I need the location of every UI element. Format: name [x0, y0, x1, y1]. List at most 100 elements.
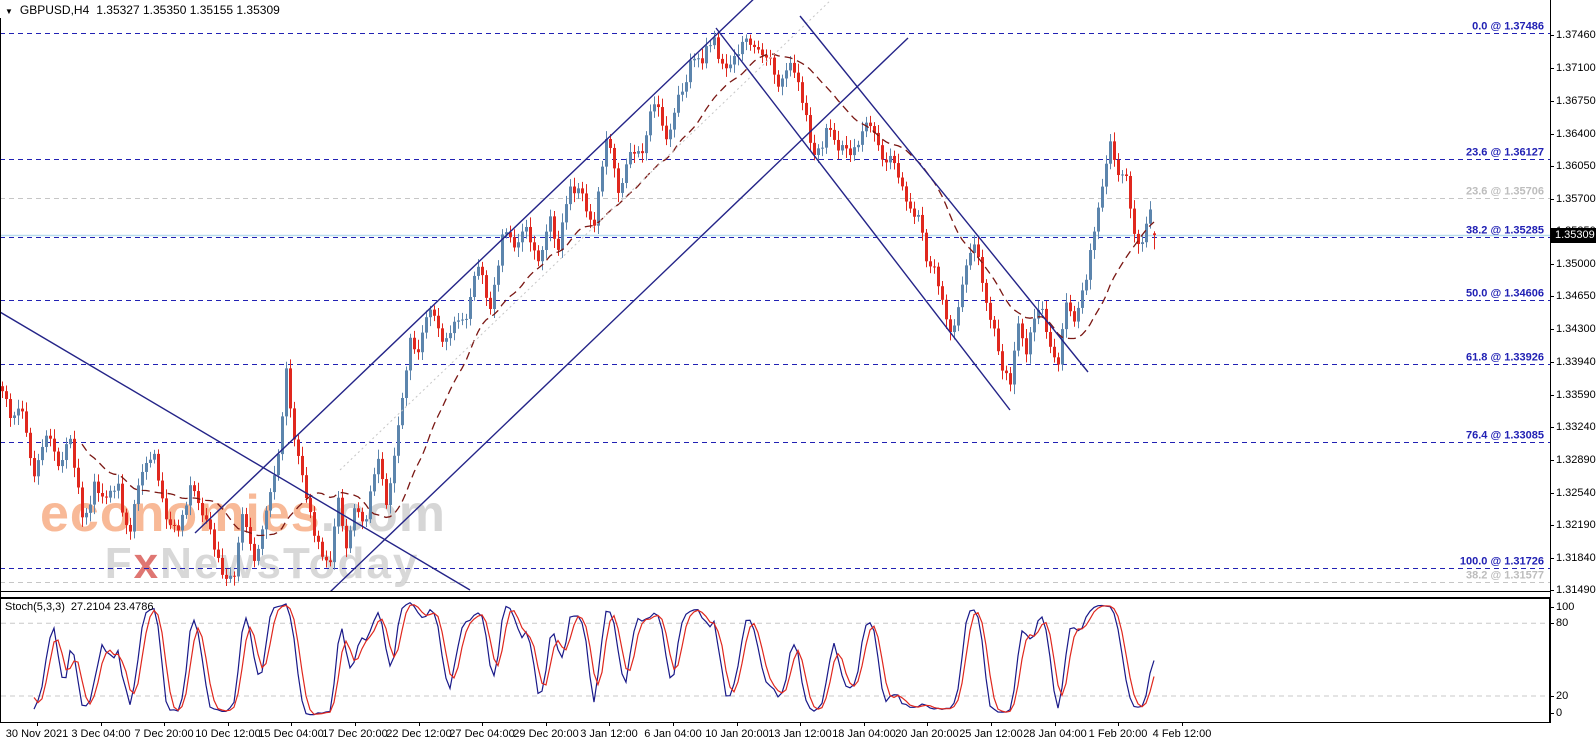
candle-body: [389, 483, 392, 505]
candle-body: [241, 514, 244, 543]
candle-body: [641, 151, 644, 154]
candle-body: [733, 56, 736, 65]
candle-body: [813, 142, 816, 155]
panel-resize-handle[interactable]: [0, 591, 1550, 598]
price-tick-mark: [1550, 101, 1554, 102]
price-tick-label: 1.31840: [1556, 552, 1596, 564]
time-tick-mark: [927, 723, 928, 726]
candle-body: [589, 211, 592, 220]
stoch-scale-label: 20: [1556, 690, 1569, 702]
candle-body: [817, 148, 820, 155]
candle-body: [929, 261, 932, 267]
candle-body: [85, 512, 88, 518]
candle-body: [889, 155, 892, 163]
chart-left-border: [0, 18, 1, 723]
candle-body: [957, 307, 960, 326]
candle-body: [509, 232, 512, 238]
candle-body: [993, 319, 996, 329]
stoch-tick-mark: [1550, 607, 1554, 608]
candle-body: [741, 41, 744, 55]
candle-body: [521, 231, 524, 243]
price-axis[interactable]: 1.35309 1.37460 1.37100 1.36750 1.36400 1.36…: [1550, 0, 1596, 727]
candle-body: [1077, 307, 1080, 322]
candle-body: [909, 201, 912, 209]
candle-body: [917, 214, 920, 217]
candle-body: [629, 151, 632, 165]
time-tick-mark: [101, 723, 102, 726]
time-tick-mark: [1118, 723, 1119, 726]
chart-title-bar: ▼ GBPUSD,H4 1.35327 1.35350 1.35155 1.35…: [5, 3, 280, 17]
fib-label-secondary: 38.2 @ 1.31577: [1466, 570, 1544, 582]
stoch-scale-label: 100: [1556, 601, 1575, 613]
candle-body: [205, 515, 208, 520]
candle-body: [417, 349, 420, 353]
candle-body: [541, 249, 544, 262]
moving-average-line: [81, 53, 1155, 537]
candle-body: [13, 415, 16, 418]
candle-body: [725, 63, 728, 69]
candle-body: [605, 138, 608, 167]
candle-body: [421, 332, 424, 353]
price-tick-label: 1.37460: [1556, 29, 1596, 41]
candle-body: [401, 397, 404, 426]
time-tick-mark: [737, 723, 738, 726]
time-tick-mark: [864, 723, 865, 726]
candle-body: [777, 74, 780, 87]
fib-label: 0.0 @ 1.37486: [1472, 21, 1544, 33]
candle-body: [381, 458, 384, 480]
candle-body: [1149, 209, 1152, 224]
price-axis-border: [1550, 0, 1551, 723]
candle-body: [937, 266, 940, 287]
candle-body: [757, 47, 760, 50]
candle-body: [269, 492, 272, 511]
candle-body: [21, 408, 24, 412]
candle-body: [45, 435, 48, 447]
price-tick-mark: [1550, 525, 1554, 526]
time-tick-mark: [991, 723, 992, 726]
price-tick-label: 1.33240: [1556, 421, 1596, 433]
stochastic-canvas[interactable]: [0, 598, 1550, 724]
candle-body: [165, 498, 168, 520]
candle-body: [1153, 233, 1156, 236]
candle-body: [301, 455, 304, 476]
candle-body: [437, 315, 440, 329]
candle-body: [125, 512, 128, 525]
candle-body: [153, 453, 156, 460]
candle-body: [213, 529, 216, 550]
candle-body: [1113, 141, 1116, 160]
candle-body: [501, 234, 504, 266]
candle-body: [765, 55, 768, 58]
price-tick-mark: [1550, 199, 1554, 200]
candle-body: [465, 318, 468, 320]
candle-body: [561, 222, 564, 250]
candle-body: [289, 368, 292, 409]
stoch-signal-line: [33, 604, 1155, 715]
candle-body: [621, 183, 624, 193]
trend-line-january-down-channel-left: [715, 27, 1011, 411]
candle-body: [1061, 329, 1064, 365]
candle-body: [529, 226, 532, 243]
price-chart-canvas[interactable]: 23.6 @ 1.35706 38.2 @ 1.31577 0.0 @ 1.3748…: [0, 0, 1550, 591]
time-tick-label: 18 Jan 04:00: [832, 728, 896, 740]
candle-body: [413, 337, 416, 350]
candle-body: [185, 505, 188, 515]
candle-body: [805, 102, 808, 116]
candle-body: [821, 147, 824, 149]
price-tick-label: 1.35700: [1556, 193, 1596, 205]
candle-body: [593, 219, 596, 226]
candle-body: [9, 399, 12, 418]
price-tick-label: 1.32190: [1556, 519, 1596, 531]
candle-body: [349, 530, 352, 549]
candle-body: [325, 556, 328, 561]
fib-label: 76.4 @ 1.33085: [1466, 430, 1544, 442]
candle-body: [1105, 163, 1108, 187]
candle-body: [1053, 346, 1056, 358]
candle-body: [885, 159, 888, 163]
time-tick-mark: [228, 723, 229, 726]
time-tick-label: 22 Dec 12:00: [386, 728, 452, 740]
time-axis[interactable]: 30 Nov 2021 3 Dec 04:00 7 Dec 20:00 10 Dec …: [0, 723, 1550, 743]
candle-body: [81, 487, 84, 518]
candle-body: [749, 38, 752, 45]
candle-body: [633, 151, 636, 154]
candle-body: [357, 508, 360, 512]
